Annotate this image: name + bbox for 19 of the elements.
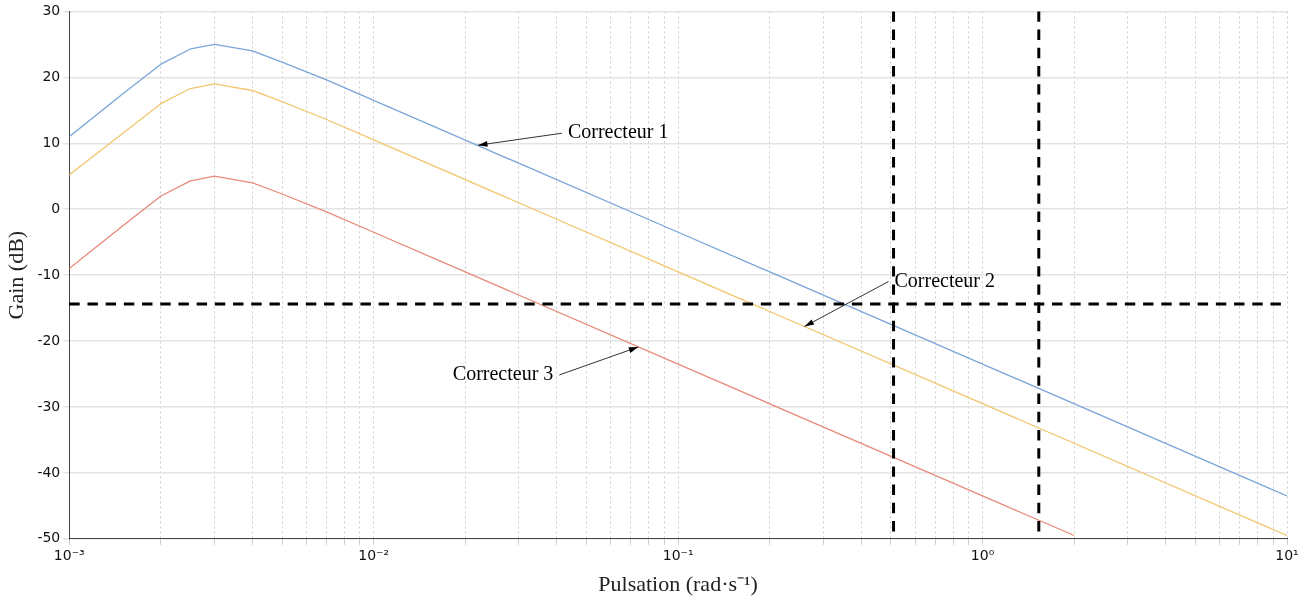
x-tick-label: 10⁻² (358, 546, 390, 563)
x-tick-label: 10⁰ (970, 546, 995, 563)
y-tick-label: 20 (42, 67, 61, 84)
y-tick-label: -10 (37, 265, 61, 282)
y-axis-title: Gain (dB) (2, 230, 28, 320)
x-tick-label: 10⁻³ (53, 546, 85, 563)
y-tick-label: 10 (42, 133, 61, 150)
annotation: Correcteur 1 (567, 120, 669, 143)
y-tick-label: 30 (42, 2, 61, 19)
x-tick-label: 10¹ (1275, 546, 1299, 563)
annotation: Correcteur 3 (452, 362, 554, 385)
y-tick-label: -20 (37, 331, 61, 348)
annotation: Correcteur 2 (894, 268, 995, 291)
x-axis-title: Pulsation (rad·s⁻¹) (598, 570, 758, 596)
y-tick-label: -40 (37, 463, 61, 480)
x-tick-label: 10⁻¹ (662, 546, 694, 563)
y-tick-label: -50 (37, 529, 61, 546)
y-tick-label: 0 (51, 199, 61, 216)
y-tick-label: -30 (37, 397, 61, 414)
